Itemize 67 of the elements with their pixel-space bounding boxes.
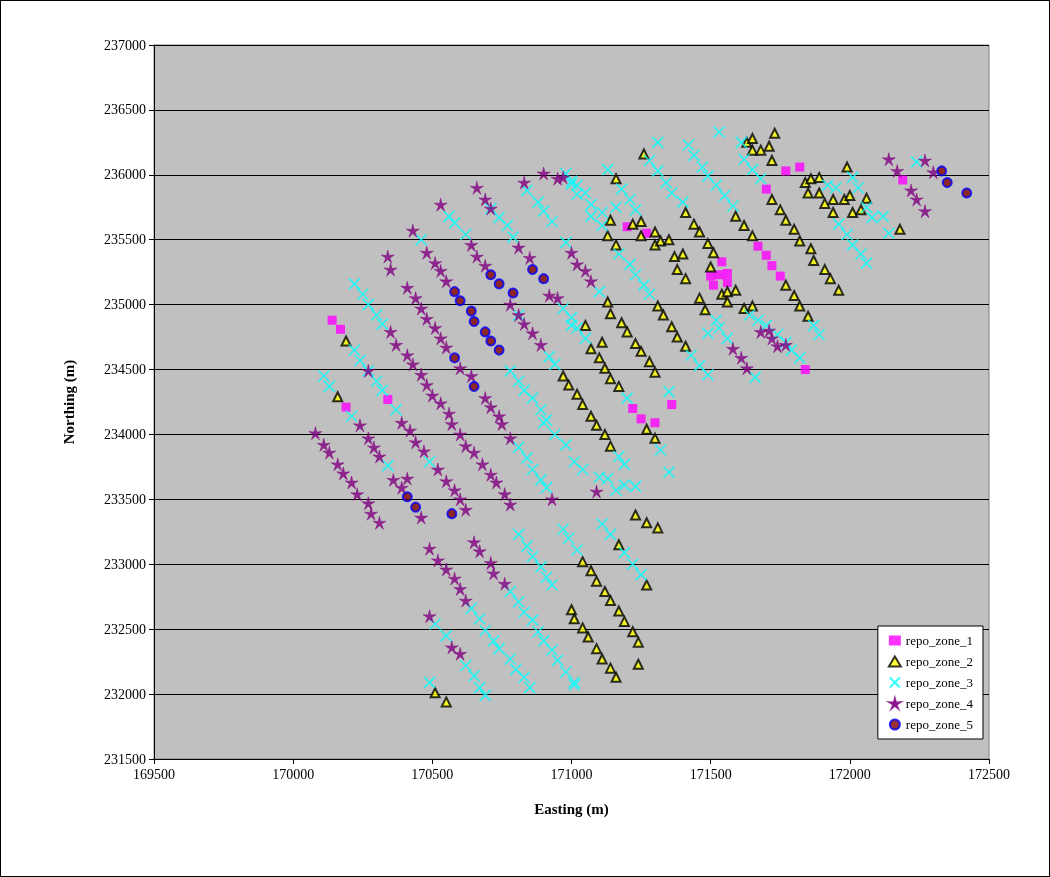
x-tick-label: 172000 xyxy=(828,766,871,782)
x-axis-title: Easting (m) xyxy=(534,800,609,818)
point xyxy=(507,287,519,299)
x-tick-label: 170500 xyxy=(411,766,454,782)
legend-label: repo_zone_1 xyxy=(905,633,973,648)
point xyxy=(800,365,810,375)
point xyxy=(628,403,638,413)
point xyxy=(335,324,345,334)
y-tick-label: 232500 xyxy=(104,621,146,637)
point xyxy=(706,271,716,281)
point xyxy=(708,280,718,290)
x-tick-label: 172500 xyxy=(968,766,1010,782)
point xyxy=(717,257,727,267)
point xyxy=(449,352,461,364)
point xyxy=(761,250,771,260)
point xyxy=(485,335,497,347)
point xyxy=(468,380,480,392)
x-tick-label: 171500 xyxy=(689,766,732,782)
point xyxy=(753,241,763,251)
x-tick-label: 169500 xyxy=(133,766,175,782)
point xyxy=(936,165,948,177)
point xyxy=(468,316,480,328)
point xyxy=(775,271,785,281)
point xyxy=(454,295,466,307)
point xyxy=(761,184,771,194)
point xyxy=(479,326,491,338)
y-tick-label: 236500 xyxy=(104,102,146,118)
y-tick-label: 235000 xyxy=(104,297,146,313)
point xyxy=(327,315,337,325)
point xyxy=(485,269,497,281)
x-tick-label: 170000 xyxy=(272,766,315,782)
point xyxy=(401,491,413,503)
point xyxy=(493,344,505,356)
legend-label: repo_zone_3 xyxy=(905,675,973,690)
point xyxy=(527,264,539,276)
point xyxy=(410,501,422,513)
point xyxy=(667,400,677,410)
point xyxy=(446,508,458,520)
legend-label: repo_zone_5 xyxy=(905,717,973,732)
y-tick-label: 235500 xyxy=(104,232,146,248)
y-tick-label: 234500 xyxy=(104,362,146,378)
y-tick-label: 233000 xyxy=(104,556,146,572)
legend-label: repo_zone_2 xyxy=(905,654,973,669)
point xyxy=(722,268,732,278)
point xyxy=(538,273,550,285)
point xyxy=(961,187,973,199)
point xyxy=(767,261,777,271)
point xyxy=(898,175,908,185)
y-tick-label: 233500 xyxy=(104,491,146,507)
y-tick-label: 234000 xyxy=(104,426,146,442)
y-tick-label: 237000 xyxy=(104,37,146,53)
point xyxy=(383,394,393,404)
point xyxy=(650,418,660,428)
y-tick-label: 231500 xyxy=(104,751,146,767)
point xyxy=(465,305,477,317)
y-axis-title: Northing (m) xyxy=(60,359,78,445)
point xyxy=(795,162,805,172)
y-tick-label: 236000 xyxy=(104,167,146,183)
point xyxy=(781,166,791,176)
x-tick-label: 171000 xyxy=(550,766,593,782)
legend-label: repo_zone_4 xyxy=(905,696,974,711)
y-tick-label: 232000 xyxy=(104,686,146,702)
point xyxy=(941,177,953,189)
point xyxy=(449,286,461,298)
point xyxy=(341,402,351,412)
point xyxy=(493,278,505,290)
point xyxy=(636,414,646,424)
